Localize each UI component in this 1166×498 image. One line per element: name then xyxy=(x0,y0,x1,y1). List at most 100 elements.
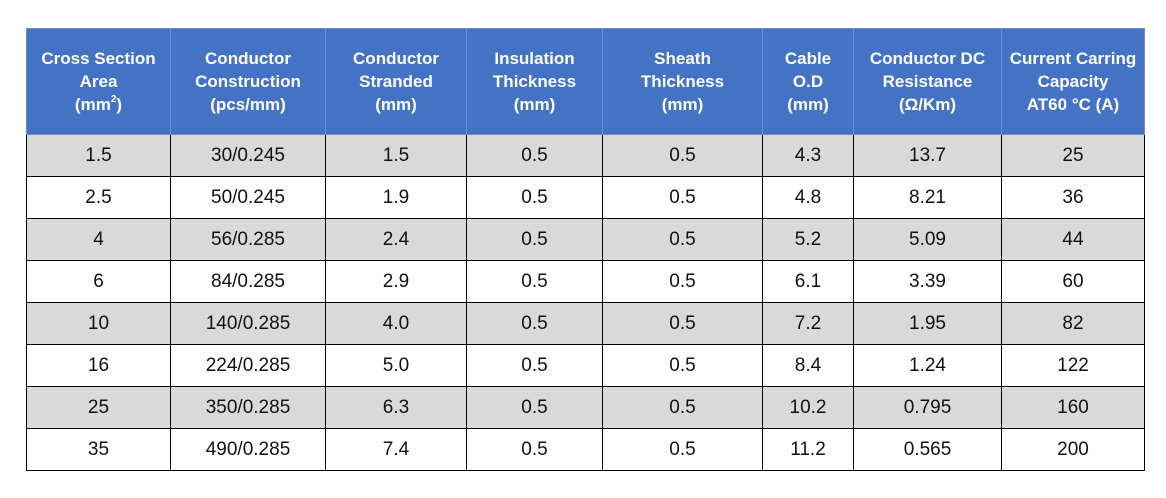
cell-sheath: 0.5 xyxy=(602,134,763,177)
cell-resistance: 3.39 xyxy=(853,260,1002,303)
header-text: (pcs/mm) xyxy=(210,95,286,114)
header-cross-section-area: Cross Section Area (mm2) xyxy=(26,28,171,135)
header-unit: (mm2) xyxy=(74,94,123,114)
cell-cross-section: 16 xyxy=(26,344,171,387)
cell-sheath: 0.5 xyxy=(602,176,763,219)
cell-cross-section: 35 xyxy=(26,428,171,471)
cell-stranded: 7.4 xyxy=(325,428,467,471)
cell-capacity: 25 xyxy=(1001,134,1145,177)
cell-cross-section: 4 xyxy=(26,218,171,261)
header-text: Conductor xyxy=(205,49,291,68)
cell-stranded: 4.0 xyxy=(325,302,467,345)
cell-resistance: 1.95 xyxy=(853,302,1002,345)
cell-cable-od: 10.2 xyxy=(762,386,854,429)
cell-cable-od: 4.3 xyxy=(762,134,854,177)
cell-cable-od: 8.4 xyxy=(762,344,854,387)
header-text: Conductor xyxy=(353,49,439,68)
cell-stranded: 1.5 xyxy=(325,134,467,177)
cell-construction: 50/0.245 xyxy=(170,176,326,219)
cell-capacity: 160 xyxy=(1001,386,1145,429)
cell-construction: 224/0.285 xyxy=(170,344,326,387)
header-conductor-stranded: Conductor Stranded (mm) xyxy=(325,28,467,135)
cell-insulation: 0.5 xyxy=(466,302,603,345)
cell-resistance: 1.24 xyxy=(853,344,1002,387)
cell-insulation: 0.5 xyxy=(466,134,603,177)
table-row: 16 224/0.285 5.0 0.5 0.5 8.4 1.24 122 xyxy=(26,344,1145,387)
table-row: 2.5 50/0.245 1.9 0.5 0.5 4.8 8.21 36 xyxy=(26,176,1145,219)
cell-capacity: 60 xyxy=(1001,260,1145,303)
cell-insulation: 0.5 xyxy=(466,176,603,219)
cable-spec-table: Cross Section Area (mm2) Conductor Const… xyxy=(26,28,1145,471)
header-row: Cross Section Area (mm2) Conductor Const… xyxy=(26,28,1145,135)
cell-construction: 490/0.285 xyxy=(170,428,326,471)
cell-sheath: 0.5 xyxy=(602,260,763,303)
cell-insulation: 0.5 xyxy=(466,428,603,471)
cell-construction: 350/0.285 xyxy=(170,386,326,429)
header-text: Stranded xyxy=(359,72,433,91)
cell-cross-section: 25 xyxy=(26,386,171,429)
cell-cable-od: 6.1 xyxy=(762,260,854,303)
cell-sheath: 0.5 xyxy=(602,344,763,387)
header-conductor-construction: Conductor Construction (pcs/mm) xyxy=(170,28,326,135)
table-body: 1.5 30/0.245 1.5 0.5 0.5 4.3 13.7 25 2.5… xyxy=(26,134,1145,471)
cell-cross-section: 2.5 xyxy=(26,176,171,219)
header-text: Thickness xyxy=(492,72,577,91)
table-row: 35 490/0.285 7.4 0.5 0.5 11.2 0.565 200 xyxy=(26,428,1145,471)
header-text: Insulation xyxy=(494,49,575,68)
header-text: Sheath xyxy=(654,49,711,68)
cell-sheath: 0.5 xyxy=(602,302,763,345)
cell-cable-od: 4.8 xyxy=(762,176,854,219)
header-text: (mm) xyxy=(787,95,829,114)
cell-resistance: 5.09 xyxy=(853,218,1002,261)
cell-construction: 140/0.285 xyxy=(170,302,326,345)
header-text: Conductor DC xyxy=(869,49,986,68)
cell-cross-section: 6 xyxy=(26,260,171,303)
cell-resistance: 13.7 xyxy=(853,134,1002,177)
cell-resistance: 0.565 xyxy=(853,428,1002,471)
cell-insulation: 0.5 xyxy=(466,344,603,387)
cell-cable-od: 5.2 xyxy=(762,218,854,261)
header-text: Construction xyxy=(195,72,301,91)
cell-cross-section: 1.5 xyxy=(26,134,171,177)
table-row: 25 350/0.285 6.3 0.5 0.5 10.2 0.795 160 xyxy=(26,386,1145,429)
header-sheath-thickness: Sheath Thickness (mm) xyxy=(602,28,763,135)
header-text: (mm) xyxy=(661,95,704,114)
cell-stranded: 5.0 xyxy=(325,344,467,387)
cell-sheath: 0.5 xyxy=(602,428,763,471)
cell-sheath: 0.5 xyxy=(602,386,763,429)
cell-insulation: 0.5 xyxy=(466,260,603,303)
header-text: Resistance xyxy=(882,72,973,91)
header-text: Cable xyxy=(784,49,832,68)
cell-capacity: 122 xyxy=(1001,344,1145,387)
cell-insulation: 0.5 xyxy=(466,386,603,429)
cell-stranded: 2.4 xyxy=(325,218,467,261)
table-row: 4 56/0.285 2.4 0.5 0.5 5.2 5.09 44 xyxy=(26,218,1145,261)
header-current-carrying-capacity: Current Carring Capacity AT60 °C (A) xyxy=(1001,28,1145,135)
cell-construction: 30/0.245 xyxy=(170,134,326,177)
cable-spec-table-container: Cross Section Area (mm2) Conductor Const… xyxy=(26,28,1145,471)
cell-capacity: 44 xyxy=(1001,218,1145,261)
cell-cable-od: 11.2 xyxy=(762,428,854,471)
cell-capacity: 82 xyxy=(1001,302,1145,345)
table-row: 10 140/0.285 4.0 0.5 0.5 7.2 1.95 82 xyxy=(26,302,1145,345)
cell-construction: 56/0.285 xyxy=(170,218,326,261)
cell-capacity: 36 xyxy=(1001,176,1145,219)
header-text: (mm) xyxy=(375,95,417,114)
cell-stranded: 1.9 xyxy=(325,176,467,219)
header-cable-od: Cable O.D (mm) xyxy=(762,28,854,135)
cell-construction: 84/0.285 xyxy=(170,260,326,303)
header-text: O.D xyxy=(792,72,824,91)
header-text: AT60 °C (A) xyxy=(1026,95,1120,114)
header-text: (Ω/Km) xyxy=(898,95,957,114)
cell-cross-section: 10 xyxy=(26,302,171,345)
cell-sheath: 0.5 xyxy=(602,218,763,261)
header-insulation-thickness: Insulation Thickness (mm) xyxy=(466,28,603,135)
header-text: Cross Section xyxy=(41,49,156,68)
header-text: Area xyxy=(79,72,118,91)
header-text: Current Carring xyxy=(1009,49,1137,68)
cell-stranded: 2.9 xyxy=(325,260,467,303)
header-text: Thickness xyxy=(640,72,725,91)
header-text: Capacity xyxy=(1037,72,1109,91)
cell-stranded: 6.3 xyxy=(325,386,467,429)
cell-resistance: 0.795 xyxy=(853,386,1002,429)
